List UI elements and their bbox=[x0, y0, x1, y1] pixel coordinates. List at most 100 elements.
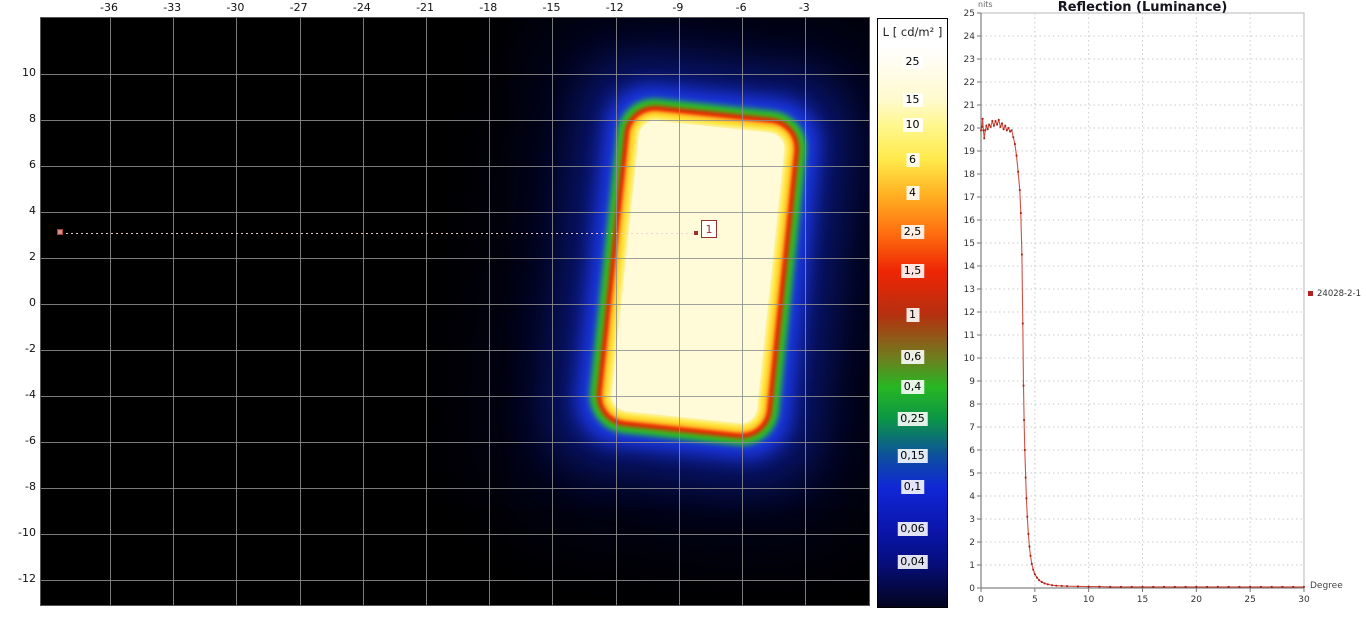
gridline-horizontal bbox=[41, 580, 869, 581]
series-point bbox=[1060, 585, 1063, 587]
series-point bbox=[1038, 579, 1041, 582]
series-point bbox=[1043, 582, 1046, 585]
measurement-point-marker[interactable] bbox=[694, 231, 698, 235]
profile-chart-panel: Reflection (Luminance) nits 0 1 2 3 4 5 6 7 8 9 10… bbox=[960, 0, 1366, 618]
y-tick-label: -4 bbox=[25, 388, 36, 401]
series-point bbox=[993, 124, 995, 127]
colorbar-value-label: 0,04 bbox=[897, 555, 928, 570]
measurement-line-start-marker[interactable] bbox=[57, 229, 63, 235]
series-point bbox=[1023, 419, 1025, 421]
colorbar-value-label: 0,06 bbox=[897, 521, 928, 536]
series-point bbox=[1029, 554, 1032, 557]
series-point bbox=[1025, 497, 1028, 500]
x-tick-label: 30 bbox=[1298, 595, 1310, 605]
marker-1-label[interactable]: 1 bbox=[701, 220, 717, 238]
gridline-vertical bbox=[299, 18, 301, 605]
legend[interactable]: 24028-2-1 bbox=[1308, 289, 1361, 299]
series-point bbox=[1017, 170, 1020, 173]
gridline-horizontal bbox=[41, 120, 869, 121]
series-point bbox=[1055, 584, 1058, 587]
y-tick-label: 6 bbox=[969, 446, 975, 456]
series-point bbox=[1051, 584, 1053, 587]
profile-chart-plot[interactable]: 0123456789101112131415161718192021222324… bbox=[960, 0, 1366, 618]
series-point bbox=[1141, 585, 1144, 588]
y-tick-label: 4 bbox=[29, 204, 36, 217]
y-tick-label: 22 bbox=[964, 78, 975, 88]
y-tick-label: 16 bbox=[964, 216, 976, 226]
y-tick-label: 17 bbox=[964, 193, 975, 203]
series-point bbox=[988, 123, 990, 126]
series-point bbox=[1238, 585, 1241, 588]
series-point bbox=[1033, 573, 1036, 576]
x-tick-label: 15 bbox=[1137, 595, 1148, 605]
series-point bbox=[997, 119, 1000, 121]
gridline-vertical bbox=[426, 18, 428, 605]
series-point bbox=[981, 117, 984, 120]
series-point bbox=[984, 129, 987, 132]
x-tick-label: -18 bbox=[479, 1, 498, 14]
colorbar-title: L [ cd/m² ] bbox=[880, 25, 945, 39]
y-tick-label: 23 bbox=[964, 55, 975, 65]
y-tick-label: 8 bbox=[969, 400, 975, 410]
y-tick-label: 24 bbox=[964, 32, 976, 42]
series-point bbox=[1184, 585, 1187, 588]
colorbar-value-label: 15 bbox=[902, 93, 923, 108]
y-tick-label: 4 bbox=[969, 492, 975, 502]
y-tick-label: 9 bbox=[969, 377, 975, 387]
series-point bbox=[1040, 581, 1043, 583]
series-point bbox=[996, 123, 999, 126]
series-point bbox=[999, 125, 1002, 128]
series-point bbox=[1024, 476, 1027, 479]
series-point bbox=[1098, 585, 1101, 588]
colorbar-value-label: 1,5 bbox=[900, 264, 925, 279]
gridline-vertical bbox=[173, 18, 175, 605]
series-point bbox=[986, 128, 989, 131]
legend-series-label: 24028-2-1 bbox=[1317, 289, 1361, 299]
series-point bbox=[1014, 143, 1016, 145]
x-tick-label: -3 bbox=[798, 1, 810, 14]
series-point bbox=[989, 125, 992, 128]
y-tick-label: 18 bbox=[964, 170, 976, 180]
series-point bbox=[1087, 585, 1090, 588]
x-tick-label: -21 bbox=[416, 1, 435, 14]
series-point bbox=[1303, 585, 1305, 588]
series-point bbox=[1120, 585, 1122, 588]
series-point bbox=[1022, 384, 1025, 387]
gridline-horizontal bbox=[41, 212, 869, 213]
series-point bbox=[1007, 127, 1010, 129]
y-tick-label: 25 bbox=[964, 9, 975, 19]
x-tick-label: -36 bbox=[100, 1, 118, 14]
series-point bbox=[1249, 585, 1252, 588]
gridline-horizontal bbox=[41, 258, 869, 259]
series-point bbox=[1292, 585, 1295, 588]
x-tick-label: 0 bbox=[978, 595, 984, 605]
y-tick-label: 2 bbox=[969, 538, 975, 548]
y-tick-label: 21 bbox=[964, 101, 975, 111]
series-point bbox=[1026, 515, 1029, 518]
series-point bbox=[1028, 545, 1031, 548]
series-point bbox=[1216, 585, 1219, 588]
series-point bbox=[1002, 128, 1005, 131]
y-tick-label: 11 bbox=[964, 331, 975, 341]
legend-series-marker bbox=[1308, 291, 1313, 296]
series-point bbox=[1163, 585, 1165, 588]
y-tick-label: 13 bbox=[964, 285, 975, 295]
series-point bbox=[1021, 322, 1024, 325]
series-point bbox=[1109, 585, 1112, 588]
y-tick-label: 12 bbox=[964, 308, 975, 318]
y-tick-label: 2 bbox=[29, 250, 36, 263]
series-point bbox=[991, 120, 994, 122]
series-point bbox=[1023, 449, 1026, 451]
beam-map-plot[interactable]: 1 bbox=[40, 17, 870, 606]
gridline-horizontal bbox=[41, 350, 869, 351]
series-point bbox=[1001, 122, 1003, 125]
series-point bbox=[982, 129, 985, 132]
measurement-line bbox=[61, 233, 697, 234]
y-tick-label: 10 bbox=[964, 354, 976, 364]
x-tick-label: 10 bbox=[1083, 595, 1095, 605]
series-point bbox=[985, 124, 988, 127]
x-tick-label: -27 bbox=[289, 1, 308, 14]
y-tick-label: 19 bbox=[964, 147, 976, 157]
x-tick-label: 25 bbox=[1244, 595, 1255, 605]
